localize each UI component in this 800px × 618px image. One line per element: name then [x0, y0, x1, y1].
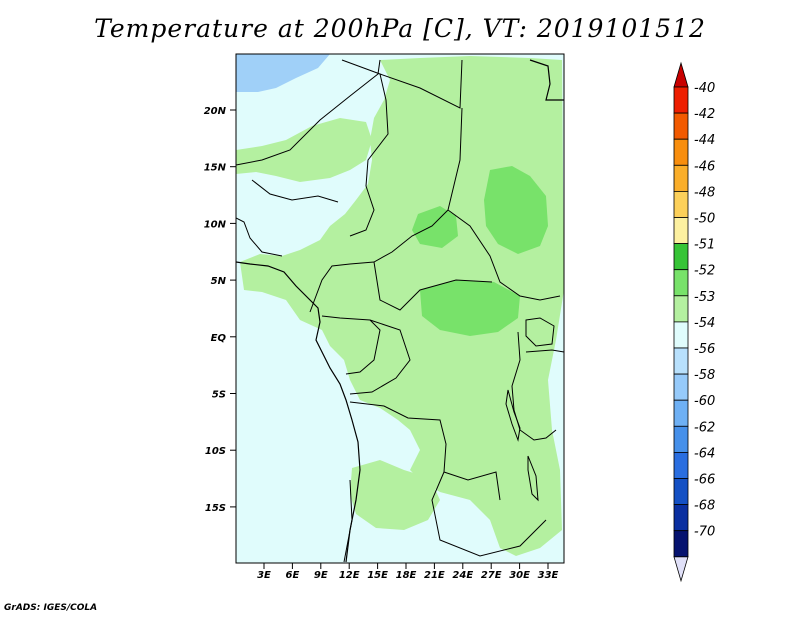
chart-title: Temperature at 200hPa [C], VT: 201910151… — [94, 14, 706, 43]
colorbar-label: -46 — [694, 159, 715, 174]
colorbar-label: -40 — [694, 81, 715, 96]
lat-tick-label: 15S — [205, 503, 226, 514]
colorbar-label: -66 — [694, 473, 715, 488]
lon-tick-label: 30E — [509, 570, 530, 581]
colorbar: -40 -42 -44 -46 -48 -50 -51 -52 -53 -54 -56 -58 -60 -… — [673, 61, 715, 583]
field-mid-green-chad — [412, 206, 458, 248]
colorbar-label: -64 — [694, 446, 715, 461]
field-mid-green-north — [484, 166, 548, 254]
lon-tick-label: 12E — [339, 570, 360, 581]
colorbar-swatch — [673, 451, 689, 479]
colorbar-label: -52 — [694, 264, 715, 279]
map-frame — [235, 53, 565, 564]
colorbar-swatch — [673, 530, 689, 558]
field-light-green-main — [240, 56, 564, 556]
colorbar-swatch — [673, 138, 689, 166]
colorbar-label: -44 — [694, 133, 715, 148]
lat-tick-label: 10S — [205, 446, 226, 457]
colorbar-swatch — [673, 295, 689, 323]
lon-tick-label: 15E — [367, 570, 388, 581]
colorbar-label: -58 — [694, 368, 715, 383]
cold-patch-northwest — [236, 54, 330, 92]
colorbar-label: -50 — [694, 212, 715, 227]
colorbar-bottom-cap — [673, 556, 689, 583]
colorbar-swatch — [673, 347, 689, 375]
colorbar-label: -51 — [694, 238, 715, 253]
colorbar-swatch — [673, 217, 689, 245]
colorbar-swatch — [673, 373, 689, 401]
colorbar-label: -62 — [694, 420, 715, 435]
colorbar-label: -42 — [694, 107, 715, 122]
lon-tick-label: 21E — [424, 570, 445, 581]
colorbar-swatch — [673, 399, 689, 427]
lake-outlines — [505, 317, 555, 502]
country-borders — [236, 59, 564, 563]
colorbar-swatch — [673, 112, 689, 140]
lon-tick-label: 18E — [396, 570, 417, 581]
colorbar-label: -56 — [694, 342, 715, 357]
latitude-ticks: 20N 15N 10N 5N EQ 5S 10S 15S — [204, 106, 236, 514]
colorbar-swatch — [673, 269, 689, 297]
lat-tick-label: 5S — [212, 390, 226, 401]
colorbar-swatch — [673, 243, 689, 271]
field-light-green-south — [350, 460, 440, 530]
lon-tick-label: 27E — [481, 570, 502, 581]
colorbar-swatch — [673, 164, 689, 192]
colorbar-label: -48 — [694, 185, 715, 200]
lat-tick-label: 5N — [211, 276, 227, 287]
footer-credit: GrADS: IGES/COLA — [4, 603, 98, 613]
lon-tick-label: 3E — [257, 570, 271, 581]
lon-tick-label: 33E — [538, 570, 559, 581]
lon-tick-label: 24E — [452, 570, 473, 581]
map-plot-area — [236, 54, 564, 563]
colorbar-swatch — [673, 190, 689, 218]
lon-tick-label: 6E — [286, 570, 300, 581]
colorbar-swatch — [673, 504, 689, 532]
colorbar-swatch — [673, 86, 689, 114]
lat-tick-label: 20N — [204, 106, 227, 117]
colorbar-label: -68 — [694, 499, 715, 514]
colorbar-swatch — [673, 478, 689, 506]
field-light-green-west — [236, 118, 372, 182]
lat-tick-label: 15N — [204, 163, 227, 174]
coastline — [236, 59, 564, 563]
colorbar-label: -53 — [694, 290, 715, 305]
colorbar-swatch — [673, 425, 689, 453]
field-mid-green-central — [420, 280, 520, 336]
lat-tick-label: 10N — [204, 219, 227, 230]
longitude-ticks: 3E 6E 9E 12E 15E 18E 21E 24E 27E 30E 33E — [257, 563, 559, 581]
colorbar-top-cap — [673, 61, 689, 88]
lat-tick-label: EQ — [211, 333, 227, 344]
colorbar-label: -54 — [694, 316, 715, 331]
colorbar-label: -70 — [694, 525, 715, 540]
lon-tick-label: 9E — [314, 570, 328, 581]
colorbar-label: -60 — [694, 394, 715, 409]
colorbar-swatch — [673, 321, 689, 349]
